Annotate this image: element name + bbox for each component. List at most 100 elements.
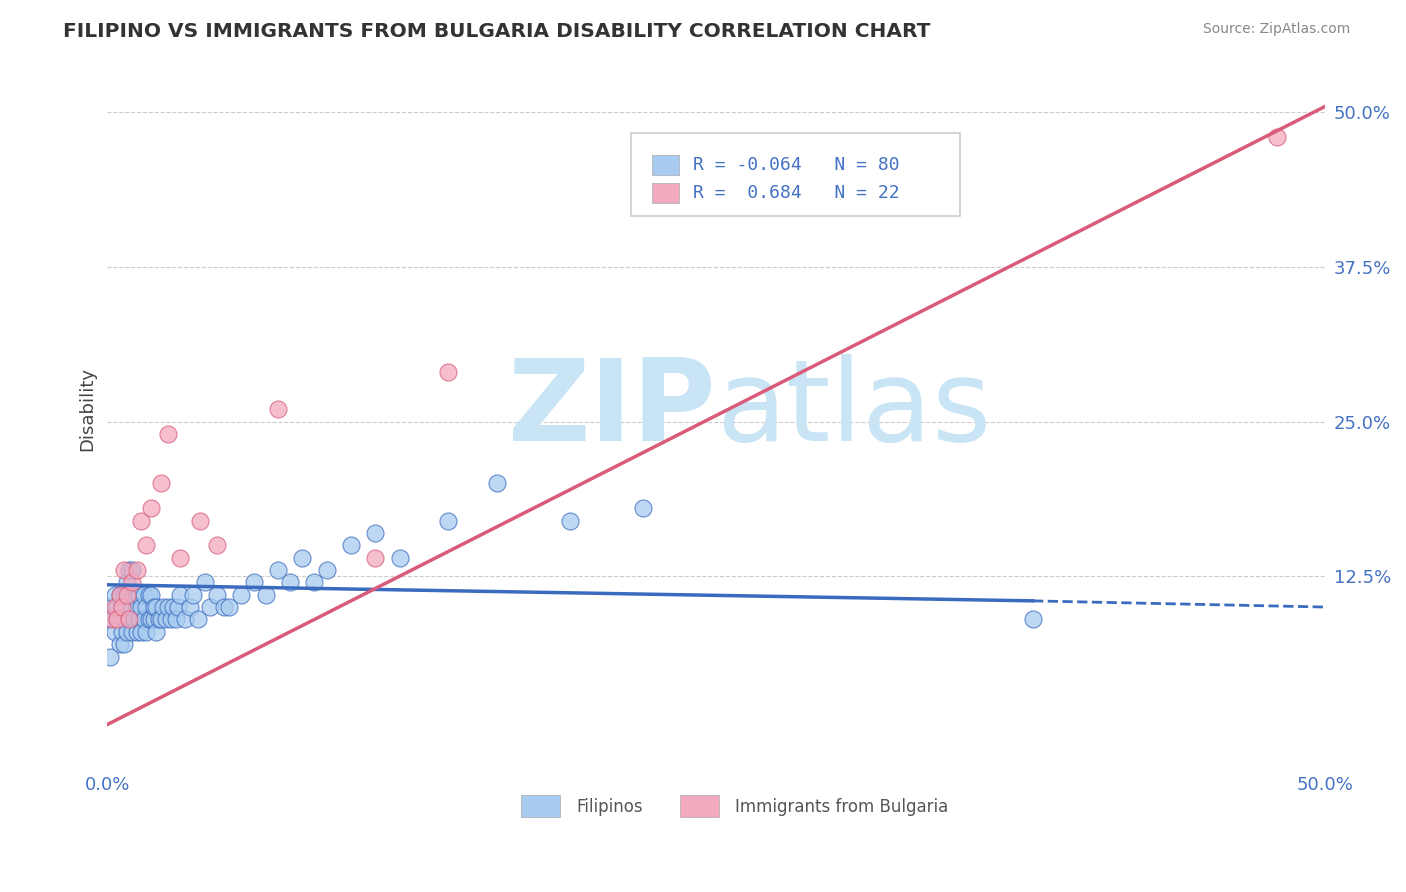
Point bbox=[111, 600, 134, 615]
Point bbox=[138, 588, 160, 602]
Point bbox=[135, 600, 157, 615]
Point bbox=[132, 588, 155, 602]
Point bbox=[131, 514, 153, 528]
Point bbox=[267, 563, 290, 577]
Bar bbox=[652, 183, 679, 203]
Point bbox=[122, 588, 145, 602]
Text: FILIPINO VS IMMIGRANTS FROM BULGARIA DISABILITY CORRELATION CHART: FILIPINO VS IMMIGRANTS FROM BULGARIA DIS… bbox=[63, 22, 931, 41]
Point bbox=[115, 588, 138, 602]
Bar bbox=[522, 795, 561, 816]
Y-axis label: Disability: Disability bbox=[79, 368, 96, 451]
Point bbox=[118, 563, 141, 577]
Point bbox=[142, 612, 165, 626]
Point bbox=[135, 624, 157, 639]
Point bbox=[486, 476, 509, 491]
Text: Source: ZipAtlas.com: Source: ZipAtlas.com bbox=[1202, 22, 1350, 37]
Point bbox=[148, 612, 170, 626]
Point bbox=[121, 600, 143, 615]
Point bbox=[122, 612, 145, 626]
Bar bbox=[652, 155, 679, 176]
Point bbox=[188, 514, 211, 528]
Point bbox=[149, 476, 172, 491]
Point bbox=[115, 575, 138, 590]
Point bbox=[186, 612, 208, 626]
Point bbox=[114, 588, 136, 602]
Point bbox=[121, 588, 143, 602]
Point bbox=[181, 588, 204, 602]
Point bbox=[142, 600, 165, 615]
Point bbox=[198, 600, 221, 615]
Point bbox=[104, 624, 127, 639]
Text: R =  0.684   N = 22: R = 0.684 N = 22 bbox=[693, 185, 900, 202]
Point bbox=[149, 612, 172, 626]
Point bbox=[114, 637, 136, 651]
Point bbox=[214, 600, 236, 615]
FancyBboxPatch shape bbox=[631, 133, 960, 216]
Point bbox=[111, 624, 134, 639]
Point bbox=[108, 588, 131, 602]
Point bbox=[437, 514, 460, 528]
Point bbox=[128, 612, 150, 626]
Text: atlas: atlas bbox=[716, 354, 991, 465]
Point bbox=[114, 563, 136, 577]
Point bbox=[218, 600, 240, 615]
Point bbox=[1265, 130, 1288, 145]
Point bbox=[205, 538, 228, 552]
Point bbox=[118, 612, 141, 626]
Point bbox=[101, 612, 124, 626]
Point bbox=[105, 612, 128, 626]
Point bbox=[254, 588, 277, 602]
Point bbox=[155, 612, 177, 626]
Text: Immigrants from Bulgaria: Immigrants from Bulgaria bbox=[734, 798, 948, 816]
Point bbox=[1022, 612, 1045, 626]
Point bbox=[108, 637, 131, 651]
Point bbox=[194, 575, 217, 590]
Point bbox=[138, 612, 160, 626]
Point bbox=[437, 365, 460, 379]
Text: R = -0.064   N = 80: R = -0.064 N = 80 bbox=[693, 156, 900, 174]
Point bbox=[291, 550, 314, 565]
Point bbox=[145, 624, 167, 639]
Point bbox=[115, 624, 138, 639]
Point bbox=[231, 588, 253, 602]
Point bbox=[98, 649, 121, 664]
Point bbox=[162, 600, 184, 615]
Point bbox=[101, 600, 124, 615]
Point bbox=[131, 624, 153, 639]
Point bbox=[340, 538, 363, 552]
Point bbox=[115, 600, 138, 615]
Point bbox=[388, 550, 411, 565]
Point bbox=[125, 563, 148, 577]
Point bbox=[128, 588, 150, 602]
Point bbox=[364, 550, 387, 565]
Point bbox=[132, 612, 155, 626]
Point bbox=[131, 600, 153, 615]
Point bbox=[267, 402, 290, 417]
Point bbox=[125, 600, 148, 615]
Point bbox=[169, 588, 191, 602]
Point bbox=[364, 525, 387, 540]
Point bbox=[169, 550, 191, 565]
Text: Filipinos: Filipinos bbox=[576, 798, 643, 816]
Point bbox=[278, 575, 301, 590]
Point bbox=[145, 600, 167, 615]
Point bbox=[105, 612, 128, 626]
Point bbox=[121, 563, 143, 577]
Point bbox=[167, 600, 190, 615]
Point bbox=[114, 612, 136, 626]
Point bbox=[98, 612, 121, 626]
Point bbox=[165, 612, 187, 626]
Text: ZIP: ZIP bbox=[508, 354, 716, 465]
Point bbox=[159, 612, 181, 626]
Point bbox=[135, 538, 157, 552]
Point bbox=[141, 588, 163, 602]
Point bbox=[108, 612, 131, 626]
Point bbox=[141, 501, 163, 516]
Point bbox=[121, 624, 143, 639]
Point bbox=[104, 588, 127, 602]
Point bbox=[118, 588, 141, 602]
Point bbox=[157, 600, 180, 615]
Point bbox=[315, 563, 337, 577]
Point bbox=[174, 612, 197, 626]
Point bbox=[141, 612, 163, 626]
